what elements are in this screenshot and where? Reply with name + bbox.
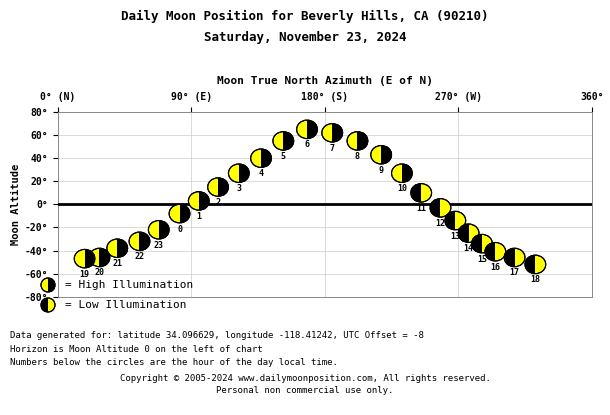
Ellipse shape [322, 124, 343, 142]
Ellipse shape [229, 164, 249, 183]
Text: 14: 14 [464, 244, 473, 253]
Text: Copyright © 2005-2024 www.dailymoonposition.com, All rights reserved.: Copyright © 2005-2024 www.dailymoonposit… [120, 374, 490, 383]
Ellipse shape [107, 239, 127, 257]
Text: Saturday, November 23, 2024: Saturday, November 23, 2024 [204, 31, 406, 44]
Ellipse shape [504, 248, 525, 267]
Text: 7: 7 [330, 144, 335, 153]
Text: 12: 12 [436, 219, 445, 228]
Text: 17: 17 [509, 269, 520, 278]
Text: Personal non commercial use only.: Personal non commercial use only. [217, 386, 393, 395]
Ellipse shape [74, 249, 95, 268]
Ellipse shape [472, 234, 492, 253]
Ellipse shape [347, 132, 368, 150]
Text: Numbers below the circles are the hour of the day local time.: Numbers below the circles are the hour o… [10, 357, 338, 366]
Text: 16: 16 [490, 263, 500, 272]
Text: 0: 0 [177, 225, 182, 234]
Text: 22: 22 [134, 252, 145, 261]
Ellipse shape [207, 178, 229, 196]
Ellipse shape [296, 120, 317, 139]
Ellipse shape [273, 132, 293, 150]
Ellipse shape [148, 220, 169, 239]
Text: 23: 23 [154, 241, 163, 250]
Ellipse shape [445, 211, 465, 230]
Text: 2: 2 [215, 198, 221, 207]
Text: 19: 19 [80, 270, 90, 278]
Ellipse shape [41, 298, 55, 312]
Ellipse shape [392, 164, 412, 183]
Ellipse shape [371, 146, 392, 164]
Text: 6: 6 [304, 140, 309, 149]
Ellipse shape [430, 199, 451, 217]
Ellipse shape [188, 192, 209, 210]
Text: 9: 9 [379, 166, 384, 175]
Text: = Low Illumination: = Low Illumination [65, 300, 187, 310]
Text: 13: 13 [450, 232, 461, 241]
Text: 20: 20 [95, 269, 104, 278]
Ellipse shape [347, 132, 368, 150]
Ellipse shape [41, 278, 55, 292]
Ellipse shape [251, 149, 271, 168]
Text: 10: 10 [397, 184, 407, 193]
Text: 3: 3 [236, 184, 242, 193]
Text: Data generated for: latitude 34.096629, longitude -118.41242, UTC Offset = -8: Data generated for: latitude 34.096629, … [10, 330, 424, 339]
Ellipse shape [89, 248, 110, 267]
Text: Daily Moon Position for Beverly Hills, CA (90210): Daily Moon Position for Beverly Hills, C… [121, 10, 489, 24]
Ellipse shape [188, 192, 209, 210]
Text: 15: 15 [477, 254, 487, 264]
Ellipse shape [525, 255, 546, 273]
Ellipse shape [411, 183, 431, 202]
Ellipse shape [445, 211, 465, 230]
Text: Horizon is Moon Altitude 0 on the left of chart: Horizon is Moon Altitude 0 on the left o… [10, 344, 263, 354]
Text: 21: 21 [112, 259, 122, 268]
Text: 1: 1 [196, 212, 201, 221]
Ellipse shape [41, 278, 55, 292]
Ellipse shape [129, 232, 150, 251]
Text: 5: 5 [281, 152, 286, 161]
Ellipse shape [430, 199, 451, 217]
Ellipse shape [107, 239, 127, 257]
Ellipse shape [148, 220, 169, 239]
Y-axis label: Moon Altitude: Moon Altitude [10, 164, 21, 245]
Ellipse shape [296, 120, 317, 139]
Ellipse shape [229, 164, 249, 183]
Text: 18: 18 [530, 276, 540, 284]
Ellipse shape [371, 146, 392, 164]
Text: 4: 4 [259, 169, 264, 178]
Ellipse shape [251, 149, 271, 168]
Ellipse shape [169, 205, 190, 223]
Ellipse shape [89, 248, 110, 267]
Ellipse shape [525, 255, 546, 273]
Ellipse shape [485, 242, 506, 261]
Ellipse shape [322, 124, 343, 142]
Ellipse shape [458, 224, 479, 242]
Ellipse shape [458, 224, 479, 242]
Text: 8: 8 [355, 152, 360, 161]
Text: = High Illumination: = High Illumination [65, 280, 193, 290]
Ellipse shape [485, 242, 506, 261]
Ellipse shape [472, 234, 492, 253]
Ellipse shape [74, 249, 95, 268]
Ellipse shape [207, 178, 229, 196]
Ellipse shape [504, 248, 525, 267]
Ellipse shape [392, 164, 412, 183]
X-axis label: Moon True North Azimuth (E of N): Moon True North Azimuth (E of N) [217, 76, 433, 86]
Ellipse shape [129, 232, 150, 251]
Ellipse shape [411, 183, 431, 202]
Ellipse shape [273, 132, 293, 150]
Ellipse shape [41, 298, 55, 312]
Ellipse shape [169, 205, 190, 223]
Text: 11: 11 [416, 204, 426, 213]
